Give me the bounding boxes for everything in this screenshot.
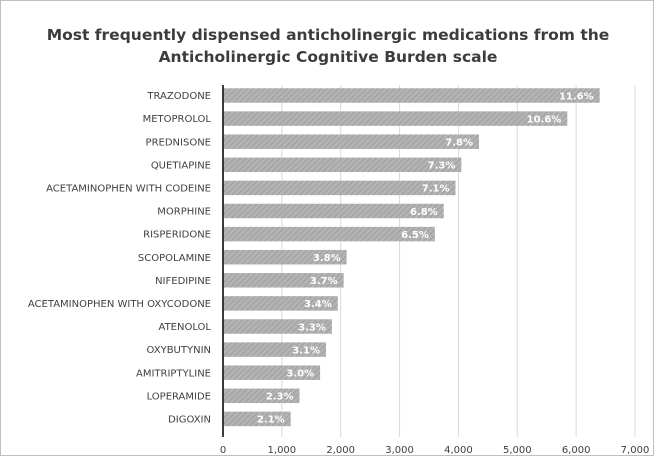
bar [223,226,435,242]
category-label: METOPROLOL [143,114,212,125]
x-tick-labels: 0 1,000 2,000 3,000 4,000 5,000 6,000 7,000 [220,445,650,456]
category-label: SCOPOLAMINE [138,253,211,264]
bar [223,342,326,357]
bar [223,249,347,265]
x-tick-label: 6,000 [562,445,591,456]
x-tick-label: 2,000 [326,445,355,456]
data-label: 3.7% [310,276,338,287]
data-label: 2.3% [266,392,294,403]
category-label: OXYBUTYNIN [147,345,212,356]
x-tick-label: 4,000 [444,445,473,456]
bar [223,365,321,380]
data-label: 3.8% [313,253,341,264]
category-label: DIGOXIN [168,415,211,426]
bar [223,411,291,427]
x-tick-label: 5,000 [503,445,532,456]
bar [223,273,344,288]
category-label: MORPHINE [157,207,211,218]
category-label: ATENOLOL [159,322,212,333]
category-labels: TRAZODONE METOPROLOL PREDNISONE QUETIAPINE A… [28,91,212,425]
bar [223,203,444,219]
data-label: 6.8% [410,207,438,218]
category-label: QUETIAPINE [151,160,211,171]
category-label: LOPERAMIDE [147,391,211,402]
bar [223,319,332,334]
data-label: 3.4% [304,299,332,310]
data-label: 7.8% [445,138,473,149]
bar [223,134,480,149]
data-label: 3.0% [286,369,314,380]
bar [223,88,600,103]
category-label: RISPERIDONE [143,230,211,241]
chart-title-line-2: Anticholinergic Cognitive Burden scale [158,48,498,66]
category-label: ACETAMINOPHEN WITH CODEINE [46,184,211,195]
data-label: 10.6% [527,114,562,125]
bar [223,180,456,196]
category-label: PREDNISONE [146,137,211,148]
x-tick-label: 0 [220,445,226,456]
bar [223,296,338,311]
bar [223,388,300,404]
data-label: 3.1% [292,345,320,356]
bar [223,157,462,173]
category-label: AMITRIPTYLINE [136,368,211,379]
data-label: 7.3% [428,161,456,172]
data-label: 7.1% [422,184,450,195]
chart-title-line-1: Most frequently dispensed anticholinergi… [46,26,610,44]
x-tick-label: 3,000 [385,445,414,456]
category-label: NIFEDIPINE [155,276,211,287]
x-tick-label: 7,000 [621,445,650,456]
bars: 11.6% 10.6% 7.8% 7.3% 7.1% 6.8% 6.5% 3.8% 3.7% 3.… [223,88,600,427]
bar [223,111,568,126]
category-label: ACETAMINOPHEN WITH OXYCODONE [28,299,211,310]
data-label: 3.3% [298,322,326,333]
data-label: 2.1% [257,415,285,426]
data-label: 6.5% [401,230,429,241]
x-tick-label: 1,000 [268,445,297,456]
data-label: 11.6% [559,91,594,102]
category-label: TRAZODONE [146,91,211,102]
